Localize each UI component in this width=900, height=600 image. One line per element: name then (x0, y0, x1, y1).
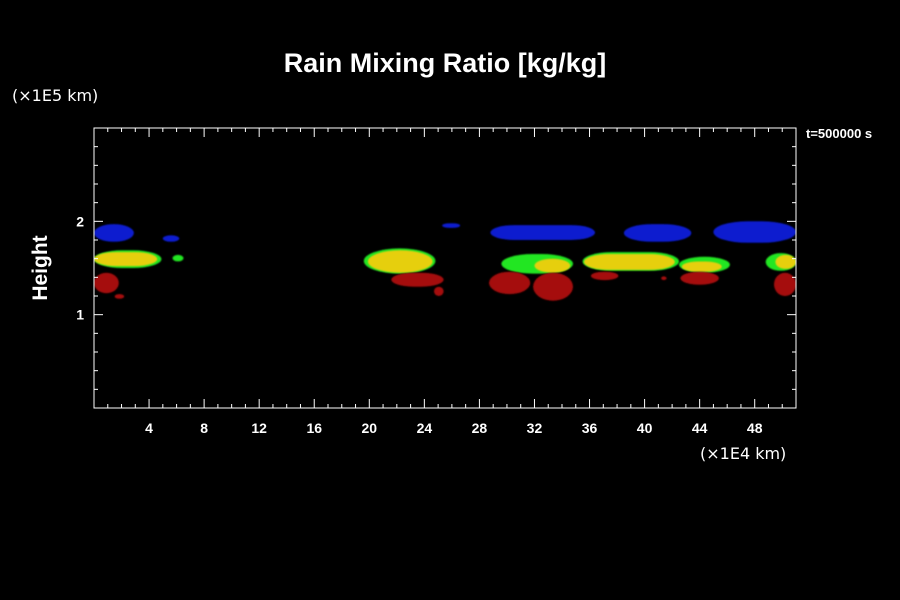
contour-region-red (94, 272, 119, 294)
x-tick-label: 24 (417, 420, 433, 436)
y-tick-label: 2 (76, 213, 84, 229)
x-tick-label: 20 (362, 420, 378, 436)
chart-title: Rain Mixing Ratio [kg/kg] (283, 48, 607, 78)
plot-frame (93, 127, 797, 409)
contour-region-green (172, 254, 184, 262)
contour-region-yellow (367, 250, 433, 273)
contour-region-yellow (94, 252, 158, 267)
x-axis-scale-label: (×1E4 km) (700, 444, 787, 463)
contour-region-blue (442, 223, 461, 228)
contour-region-yellow (681, 261, 722, 272)
contour-region-red (661, 276, 667, 281)
x-tick-label: 12 (251, 420, 267, 436)
contour-region-blue (94, 224, 134, 242)
contour-region-yellow (775, 254, 796, 269)
contour-fields (94, 221, 796, 301)
contour-region-red (680, 271, 719, 285)
y-tick-label: 1 (76, 307, 84, 323)
x-tick-label: 8 (200, 420, 208, 436)
contour-region-yellow (584, 254, 675, 270)
contour-region-red (434, 286, 444, 296)
x-tick-label: 16 (306, 420, 322, 436)
contour-region-red (774, 272, 796, 296)
contour-region-blue (623, 224, 692, 242)
x-tick-label: 44 (692, 420, 708, 436)
contour-region-blue (713, 221, 796, 243)
contour-region-red (489, 271, 531, 295)
x-tick-label: 40 (637, 420, 653, 436)
x-tick-label: 28 (472, 420, 488, 436)
x-tick-label: 4 (145, 420, 153, 436)
contour-region-yellow (534, 258, 571, 273)
x-tick-label: 32 (527, 420, 543, 436)
x-tick-label: 48 (747, 420, 763, 436)
contour-region-red (533, 272, 573, 301)
contour-region-red (590, 271, 619, 281)
contour-region-blue (162, 235, 180, 242)
x-tick-label: 36 (582, 420, 598, 436)
contour-region-red (391, 272, 444, 287)
time-label: t=500000 s (806, 126, 873, 141)
y-axis-scale-label: (×1E5 km) (12, 86, 99, 105)
contour-region-blue (490, 225, 595, 240)
contour-region-red (114, 294, 125, 299)
